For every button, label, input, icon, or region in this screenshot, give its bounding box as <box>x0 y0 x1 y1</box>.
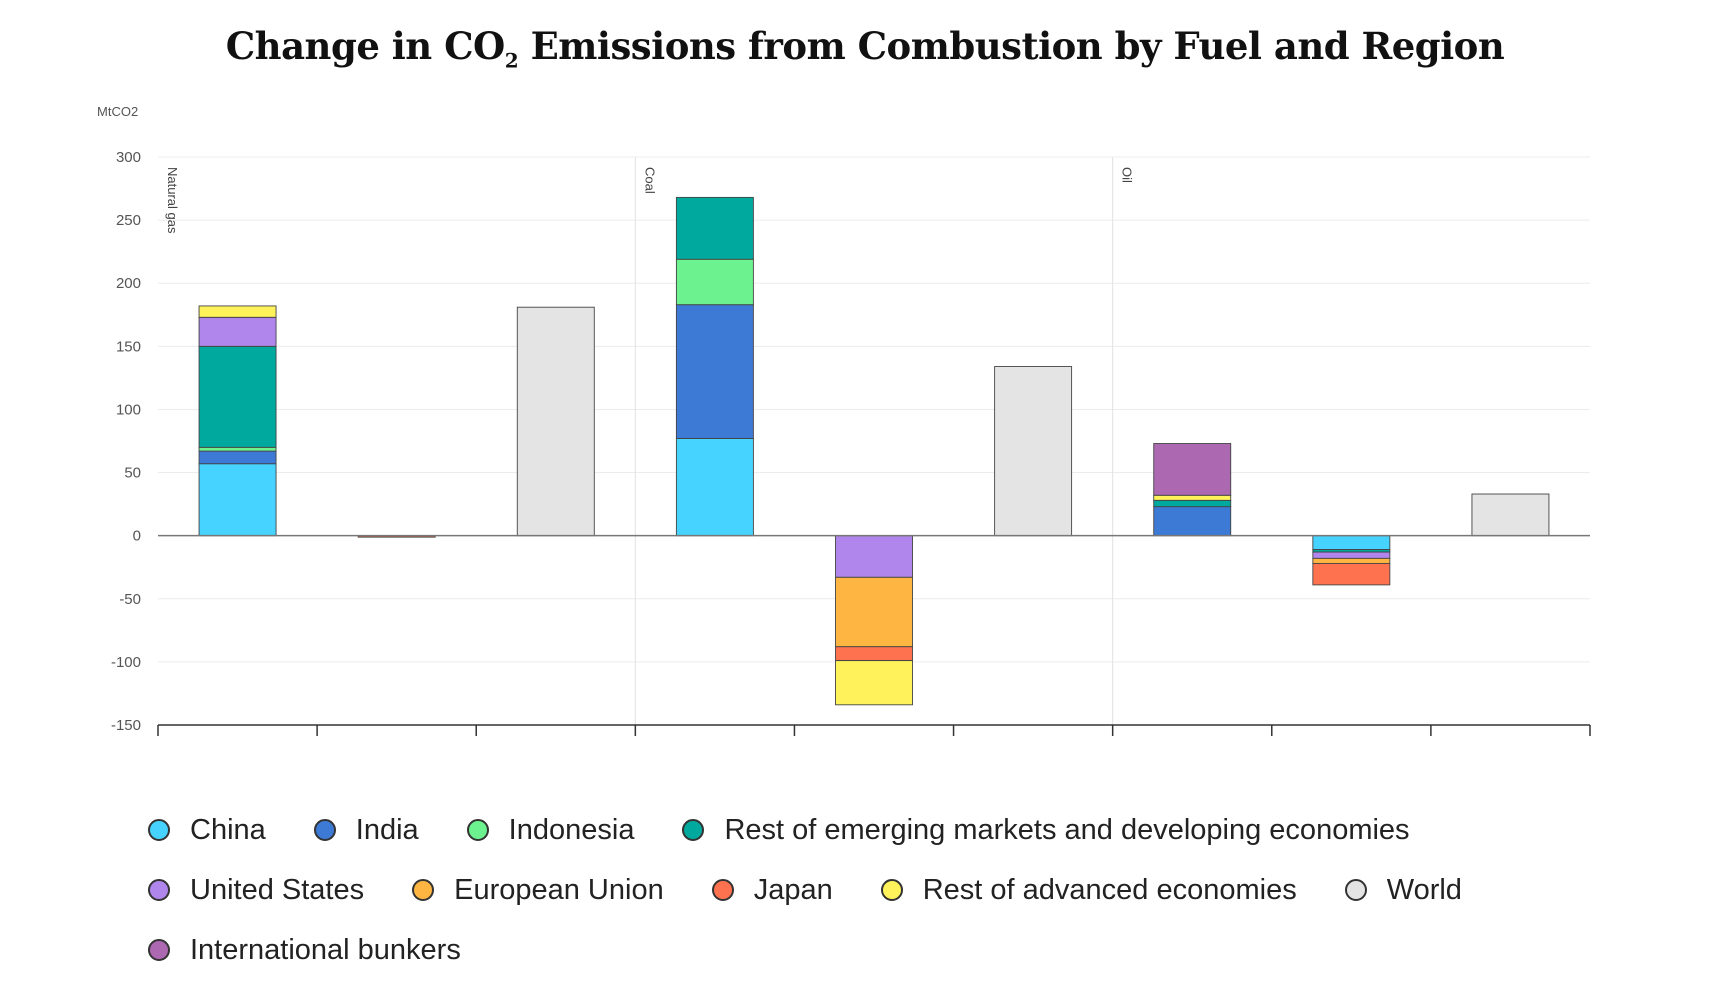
chart-plot: 300 250 200 150 100 50 0 -50 -100 -150 MtCO2 Natura… <box>97 104 1591 736</box>
group-dividers <box>634 157 1114 725</box>
bar-segment-united-states <box>1312 551 1391 559</box>
group-label: Oil <box>1120 167 1135 183</box>
bar-segment-china <box>198 463 277 537</box>
y-tick-label: 0 <box>133 528 141 545</box>
bar-segment-international-bunkers <box>1153 443 1232 496</box>
y-tick-label: -100 <box>111 654 141 671</box>
bar-segment-japan <box>835 646 913 662</box>
legend-label: Rest of emerging markets and developing … <box>724 813 1410 846</box>
legend-dot-icon <box>1344 879 1367 901</box>
legend-dot-icon <box>148 939 170 961</box>
legend-label: World <box>1386 873 1462 906</box>
y-tick-label: -150 <box>111 717 141 734</box>
legend-label: European Union <box>454 873 664 906</box>
legend-dot-icon <box>880 879 903 901</box>
bar-segment-world <box>516 306 595 537</box>
bar-segment-rest-of-emerging-markets-and-developing-economies <box>1153 499 1232 508</box>
y-tick-label: 100 <box>116 401 141 418</box>
bar-segment-rest-of-advanced-economies <box>1153 494 1232 501</box>
legend-item-european-union: European Union <box>412 874 664 907</box>
legend-item-india: India <box>313 813 419 847</box>
legend: China India Indonesia Rest of emerging mark… <box>148 800 1688 980</box>
legend-label: International bunkers <box>190 933 461 966</box>
legend-dot-icon <box>148 819 170 841</box>
bar-segment-china <box>675 438 754 537</box>
bar-segment-united-states <box>198 316 277 347</box>
title-rest: Emissions from Combustion by Fuel and Re… <box>518 24 1505 68</box>
title-subscript: 2 <box>504 48 519 73</box>
bar-segment-rest-of-emerging-markets-and-developing-economies <box>675 196 754 260</box>
axes <box>157 534 1591 736</box>
legend-label: Indonesia <box>508 813 635 846</box>
legend-dot-icon <box>148 879 170 901</box>
title-main: Change in CO <box>225 24 506 68</box>
legend-row: United States European Union Japan Rest of … <box>148 860 1688 920</box>
legend-label: Rest of advanced economies <box>922 873 1297 906</box>
bar-segment-india <box>198 450 277 465</box>
bar-segment-india <box>675 304 754 439</box>
legend-label: India <box>355 813 419 846</box>
y-tick-label: 50 <box>124 465 141 482</box>
bar-segment-world <box>994 366 1073 537</box>
legend-item-international-bunkers: International bunkers <box>148 934 461 967</box>
y-tick-label: 200 <box>116 275 141 292</box>
y-tick-label: 150 <box>116 338 141 355</box>
group-label: Natural gas <box>165 167 180 234</box>
legend-item-united-states: United States <box>148 874 364 907</box>
legend-dot-icon <box>412 879 435 901</box>
legend-label: United States <box>190 873 365 906</box>
bar-segment-japan <box>1312 562 1391 586</box>
legend-item-world: World <box>1344 873 1462 907</box>
legend-item-rest-of-emerging-markets-and-developing-economies: Rest of emerging markets and developing … <box>682 813 1410 847</box>
gridlines <box>158 156 1590 663</box>
y-tick-label: 300 <box>116 149 141 166</box>
legend-item-china: China <box>148 814 266 847</box>
legend-dot-icon <box>466 819 489 841</box>
legend-dot-icon <box>313 819 336 841</box>
legend-item-rest-of-advanced-economies: Rest of advanced economies <box>880 873 1297 907</box>
y-tick-label: -50 <box>119 591 141 608</box>
bar-segment-indonesia <box>198 446 277 452</box>
bar-segment-china <box>1312 535 1391 551</box>
bar-segment-world <box>1471 493 1550 537</box>
bar-segment-rest-of-emerging-markets-and-developing-economies <box>198 345 277 448</box>
bar-segment-rest-of-advanced-economies <box>835 660 913 706</box>
legend-label: China <box>190 813 266 846</box>
bar-segment-rest-of-advanced-economies <box>198 305 277 318</box>
y-axis-unit: MtCO2 <box>97 104 138 119</box>
bar-segment-india <box>1153 506 1232 537</box>
legend-row: International bunkers <box>148 920 1688 980</box>
y-tick-label: 250 <box>116 212 141 229</box>
legend-item-japan: Japan <box>711 873 833 907</box>
group-label: Coal <box>642 167 657 194</box>
bars <box>198 196 1550 706</box>
chart-title: Change in CO2 Emissions from Combustion … <box>0 24 1710 72</box>
legend-dot-icon <box>711 879 734 901</box>
bar-segment-indonesia <box>675 258 754 306</box>
bar-segment-european-union <box>835 576 913 648</box>
legend-row: China India Indonesia Rest of emerging mark… <box>148 800 1688 860</box>
bar-segment-united-states <box>835 535 913 578</box>
legend-dot-icon <box>682 819 705 841</box>
axis-labels: 300 250 200 150 100 50 0 -50 -100 -150 MtCO2 Natura… <box>97 104 1135 734</box>
bar-segment-european-union <box>1312 557 1391 564</box>
legend-label: Japan <box>753 873 833 906</box>
legend-item-indonesia: Indonesia <box>466 813 635 847</box>
